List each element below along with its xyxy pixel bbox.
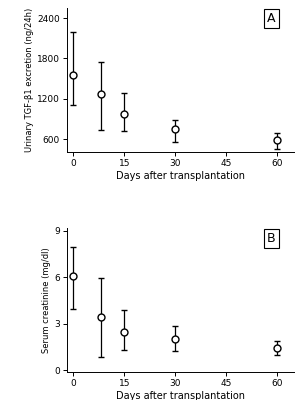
Y-axis label: Urinary TGF-β1 excretion (ng/24h): Urinary TGF-β1 excretion (ng/24h)	[25, 8, 34, 152]
Text: B: B	[267, 232, 275, 245]
Text: A: A	[267, 12, 275, 25]
X-axis label: Days after transplantation: Days after transplantation	[116, 171, 245, 181]
X-axis label: Days after transplantation: Days after transplantation	[116, 391, 245, 400]
Y-axis label: Serum creatinine (mg/dl): Serum creatinine (mg/dl)	[42, 247, 51, 353]
